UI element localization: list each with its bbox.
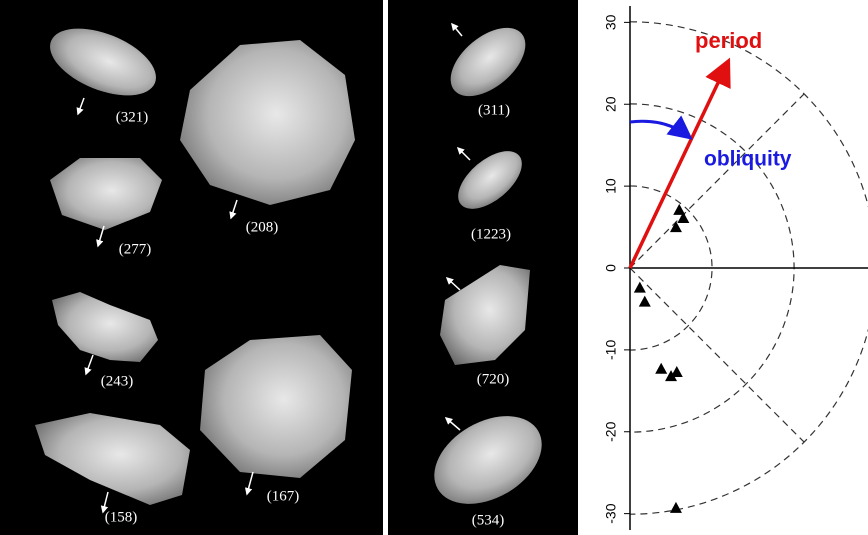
y-tick-label: -20 <box>603 421 619 441</box>
asteroid-label: (243) <box>101 373 134 389</box>
spin-arrows <box>76 22 471 514</box>
data-point <box>670 365 683 377</box>
asteroid-label: (321) <box>116 109 149 125</box>
y-tick-label: 10 <box>603 178 619 194</box>
asteroid-label: (277) <box>119 241 152 257</box>
asteroid-label: (534) <box>472 512 505 528</box>
obliquity-arrow <box>629 115 693 140</box>
radial-line <box>629 93 805 269</box>
data-point <box>655 362 668 374</box>
data-point <box>665 370 678 382</box>
asteroid-label: (1223) <box>471 226 511 242</box>
y-tick-label: -30 <box>603 503 619 523</box>
asteroid-shapes <box>35 27 542 505</box>
data-point <box>633 281 646 293</box>
annotation: period <box>695 28 762 53</box>
data-point <box>669 221 682 233</box>
asteroid-label: (311) <box>478 102 510 118</box>
period-arrow <box>628 57 731 269</box>
data-point <box>669 501 682 513</box>
asteroid-label: (158) <box>105 509 138 525</box>
y-tick-label: -10 <box>603 340 619 360</box>
y-tick-label: 0 <box>603 264 619 272</box>
annotation: obliquity <box>704 148 792 171</box>
asteroid-label: (167) <box>267 488 300 504</box>
range-circle <box>629 21 868 515</box>
data-point <box>673 203 686 215</box>
y-tick-label: 20 <box>603 96 619 112</box>
radial-line <box>629 267 805 443</box>
data-point <box>638 295 651 307</box>
asteroid-label: (720) <box>477 371 510 387</box>
y-tick-label: 30 <box>603 14 619 30</box>
data-point <box>677 212 690 224</box>
asteroid-label: (208) <box>246 219 279 235</box>
